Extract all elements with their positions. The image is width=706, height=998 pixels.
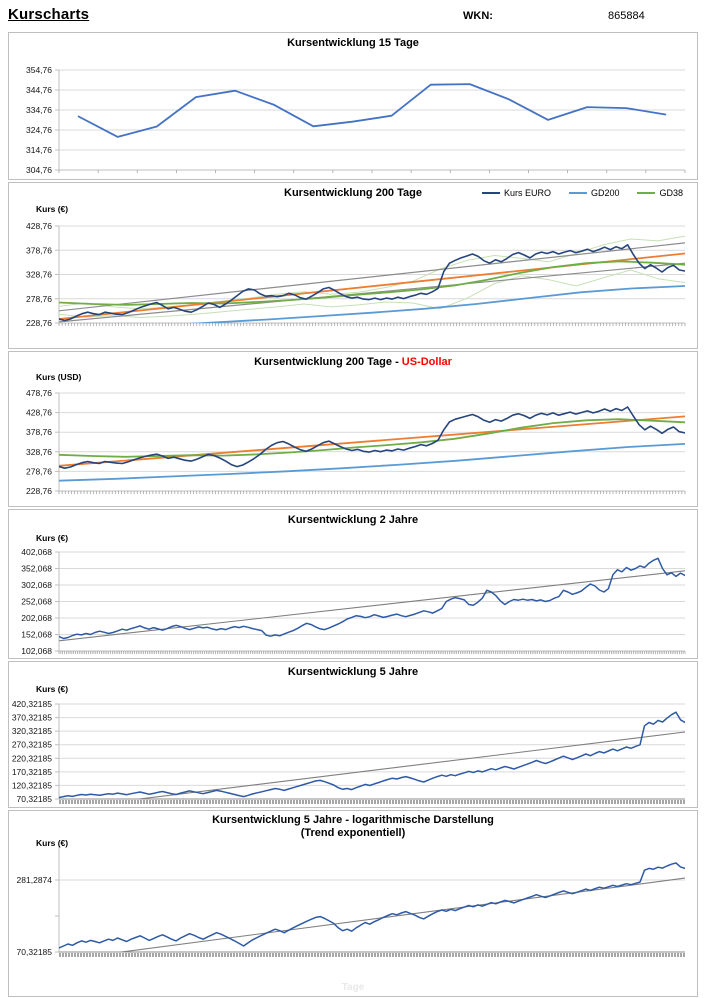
legend-line-swatch [637,192,656,194]
chart-canvas-5-jahre: 420,32185 370,32185 320,32185 270,32185 220,… [12,699,685,804]
x-axis-label-tage: Tage [341,982,365,993]
svg-text:70,32185: 70,32185 [17,947,53,957]
panel-kursentwicklung-5-jahre-log: Kursentwicklung 5 Jahre - logarithmische… [8,810,698,997]
panel-kursentwicklung-2-jahre: Kursentwicklung 2 Jahre Kurs (€) 402,068… [8,509,698,659]
wkn-value: 865884 [608,10,645,22]
svg-text:220,32185: 220,32185 [12,753,52,763]
svg-text:202,068: 202,068 [21,613,52,623]
title-highlight-us-dollar: US-Dollar [401,356,452,368]
y-axis-label-usd: Kurs (USD) [36,372,82,382]
svg-text:320,32185: 320,32185 [12,726,52,736]
legend-item: Kurs EURO [481,188,551,198]
svg-text:120,32185: 120,32185 [12,780,52,790]
legend-label: GD38 [659,188,683,198]
svg-text:328,76: 328,76 [26,270,52,280]
chart-title-5-jahre-log: Kursentwicklung 5 Jahre - logarithmische… [9,811,697,840]
y-axis-label-5-jahre-log: Kurs (€) [36,838,69,848]
title-line-1: Kursentwicklung 5 Jahre - logarithmische… [212,814,494,826]
svg-text:70,32185: 70,32185 [17,794,53,804]
legend-item: GD38 [637,188,683,198]
y-axis-label-5-jahre: Kurs (€) [36,684,69,694]
legend-label: GD200 [590,188,620,198]
svg-text:428,76: 428,76 [26,221,52,231]
svg-text:228,76: 228,76 [26,486,52,496]
panel-kursentwicklung-200-tage: Kursentwicklung 200 Tage Kurs EURO GD200 G… [8,182,698,349]
chart-canvas-200-tage: 428,76 378,76 328,76 278,76 228,76 [26,221,686,328]
svg-text:102,068: 102,068 [21,646,52,656]
svg-text:354,76: 354,76 [26,65,52,75]
chart-canvas-2-jahre: 402,068 352,068 302,068 252,068 202,068 152,0… [21,547,686,656]
svg-text:270,32185: 270,32185 [12,740,52,750]
svg-text:281,2874: 281,2874 [17,875,53,885]
svg-text:304,76: 304,76 [26,165,52,175]
svg-text:402,068: 402,068 [21,547,52,557]
svg-text:378,76: 378,76 [26,427,52,437]
panel-kursentwicklung-5-jahre: Kursentwicklung 5 Jahre Kurs (€) 420,321… [8,661,698,808]
svg-text:328,76: 328,76 [26,447,52,457]
legend-label: Kurs EURO [503,188,551,198]
svg-text:428,76: 428,76 [26,408,52,418]
chart-canvas-5-jahre-log: 281,2874 70,32185 [17,844,685,957]
svg-text:324,76: 324,76 [26,125,52,135]
svg-text:420,32185: 420,32185 [12,699,52,709]
chart-title-2-jahre: Kursentwicklung 2 Jahre [287,514,419,526]
chart-title-200-tage: Kursentwicklung 200 Tage [284,187,422,199]
legend-line-swatch [481,192,500,194]
chart-title-200-tage-usd: Kursentwicklung 200 Tage - US-Dollar [9,352,697,371]
chart-title-5-jahre: Kursentwicklung 5 Jahre [287,666,419,678]
panel-kursentwicklung-15-tage: Kursentwicklung 15 Tage 354,76 344,76 334,… [8,32,698,180]
svg-text:170,32185: 170,32185 [12,767,52,777]
svg-text:370,32185: 370,32185 [12,713,52,723]
svg-text:228,76: 228,76 [26,318,52,328]
legend-item: GD200 [568,188,620,198]
svg-text:302,068: 302,068 [21,580,52,590]
svg-text:252,068: 252,068 [21,597,52,607]
document-title: Kurscharts [8,6,90,23]
svg-text:478,76: 478,76 [26,388,52,398]
chart-legend: Kurs EURO GD200 GD38 [481,188,683,198]
svg-text:152,068: 152,068 [21,630,52,640]
y-axis-label-euro: Kurs (€) [36,204,69,214]
header: Kurscharts WKN: 865884 [8,6,698,30]
title-prefix: Kursentwicklung 200 Tage - [254,356,402,368]
svg-text:344,76: 344,76 [26,85,52,95]
svg-text:278,76: 278,76 [26,294,52,304]
chart-title-15-tage: Kursentwicklung 15 Tage [287,37,419,49]
svg-text:378,76: 378,76 [26,245,52,255]
chart-canvas-15-tage: 354,76 344,76 334,76 324,76 314,76 304,76 [26,65,686,175]
svg-text:352,068: 352,068 [21,564,52,574]
title-line-2: (Trend exponentiell) [300,827,406,839]
svg-text:278,76: 278,76 [26,466,52,476]
legend-line-swatch [568,192,587,194]
y-axis-label-2-jahre: Kurs (€) [36,533,69,543]
chart-canvas-200-tage-usd: 478,76 428,76 378,76 328,76 278,76 228,76 [26,388,686,496]
svg-text:314,76: 314,76 [26,145,52,155]
svg-text:334,76: 334,76 [26,105,52,115]
panel-kursentwicklung-200-tage-usd: Kursentwicklung 200 Tage - US-Dollar Kur… [8,351,698,507]
wkn-label: WKN: [463,10,493,22]
